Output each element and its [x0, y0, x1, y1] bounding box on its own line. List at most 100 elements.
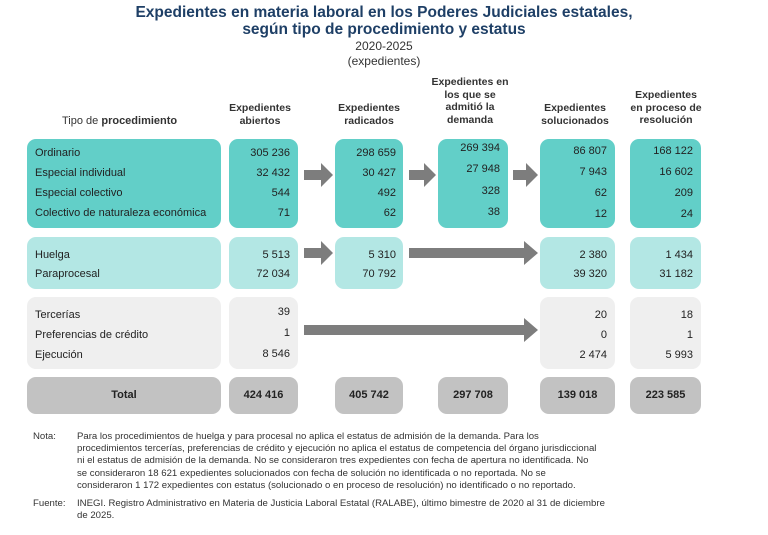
group1-admitio-block [438, 139, 508, 228]
row-label: Paraprocesal [35, 268, 100, 280]
cell-abiertos: 5 513 [262, 249, 290, 261]
row-label: Ejecución [35, 349, 83, 361]
nota-text: Para los procedimientos de huelga y para… [77, 431, 704, 492]
arrow-right-icon [304, 241, 333, 265]
cell-abiertos: 72 034 [256, 268, 290, 280]
nota-label: Nota: [33, 431, 56, 442]
row-label: Colectivo de naturaleza económica [35, 207, 207, 219]
group3-labels-block [27, 297, 221, 369]
col-header-admitio-line: Expedientes en [431, 76, 509, 88]
cell-admitio: 27 948 [466, 163, 500, 175]
fuente-line: INEGI. Registro Administrativo en Materi… [77, 498, 605, 509]
cell-abiertos: 71 [277, 207, 290, 219]
row-label: Tercerías [35, 309, 81, 321]
cell-abiertos: 32 432 [256, 167, 290, 179]
row-label: Ordinario [35, 147, 81, 159]
cell-solucionados: 62 [594, 187, 607, 199]
total-label: Total [111, 389, 137, 401]
cell-solucionados: 20 [594, 309, 607, 321]
cell-admitio: 328 [481, 185, 500, 197]
group1-labels-block [27, 139, 221, 228]
group2-labels-block [27, 237, 221, 289]
chart-title-line1: Expedientes en materia laboral en los Po… [135, 4, 633, 21]
col-header-solucionados-line: Expedientes [544, 102, 606, 114]
col-header-proceso-line: Expedientes [635, 89, 697, 101]
cell-admitio: 38 [487, 206, 500, 218]
col-header-admitio-line: los que se [444, 88, 496, 101]
total-radicados: 405 742 [349, 389, 389, 401]
col-header-radicados-line: Expedientes [338, 102, 400, 114]
cell-proceso: 31 182 [659, 268, 693, 280]
cell-proceso: 24 [680, 208, 693, 220]
col-header-abiertos: Expedientes abiertos [222, 102, 298, 127]
cell-radicados: 30 427 [362, 167, 396, 179]
total-radicados-block [335, 377, 403, 414]
cell-abiertos: 39 [277, 306, 290, 318]
cell-admitio: 269 394 [460, 142, 500, 154]
cell-proceso: 18 [680, 309, 693, 321]
cell-solucionados: 12 [594, 208, 607, 220]
cell-radicados: 70 792 [362, 268, 396, 280]
col-header-proceso-line: resolución [639, 114, 693, 126]
col-header-proceso-line: en proceso de [630, 101, 702, 114]
total-label-block [27, 377, 221, 414]
nota-line: Para los procedimientos de huelga y para… [77, 431, 539, 442]
total-abiertos: 424 416 [243, 389, 284, 401]
fuente-text: INEGI. Registro Administrativo en Materi… [77, 498, 704, 522]
cell-radicados: 5 310 [368, 249, 396, 261]
group2-solucionados-block [540, 237, 615, 289]
cell-radicados: 492 [377, 187, 396, 199]
group2-radicados-block [335, 237, 403, 289]
total-admitio: 297 708 [453, 389, 493, 401]
group1-radicados-block [335, 139, 403, 228]
arrow-right-icon [513, 163, 538, 187]
cell-proceso: 168 122 [653, 145, 693, 157]
group3-solucionados-block [540, 297, 615, 369]
cell-solucionados: 39 320 [573, 268, 607, 280]
total-abiertos-block [229, 377, 298, 414]
fuente-label: Fuente: [33, 498, 66, 509]
col-header-abiertos-line: Expedientes [229, 102, 291, 114]
arrow-right-icon [304, 163, 333, 187]
total-admitio-block [438, 377, 508, 414]
group1-abiertos-block [229, 139, 298, 228]
row-label: Especial individual [35, 167, 126, 179]
row-label: Preferencias de crédito [35, 329, 149, 341]
col-header-radicados-line: radicados [344, 114, 394, 127]
cell-proceso: 1 [686, 329, 693, 341]
col-header-solucionados-line: solucionados [541, 114, 609, 127]
cell-abiertos: 305 236 [250, 147, 290, 159]
total-proceso: 223 585 [645, 389, 686, 401]
units-label: (expedientes) [347, 54, 421, 68]
cell-abiertos: 8 546 [262, 348, 290, 360]
col-header-admitio: Expedientes en los que se admitió la dem… [428, 76, 512, 126]
nota-line: consideraron 1 172 expedientes con estat… [77, 479, 576, 491]
cell-solucionados: 0 [600, 329, 607, 341]
nota-line: procedimientos tercerías, preferencias d… [77, 443, 597, 455]
group1-solucionados-block [540, 139, 615, 228]
cell-abiertos: 1 [283, 327, 290, 339]
nota-line: se consideraron 18 621 expedientes soluc… [77, 467, 546, 479]
cell-solucionados: 2 474 [579, 349, 607, 361]
group3-proceso-block [630, 297, 701, 369]
cell-proceso: 5 993 [665, 349, 693, 361]
col-header-admitio-line: demanda [446, 113, 494, 126]
row-label: Especial colectivo [35, 187, 123, 199]
total-solucionados: 139 018 [557, 389, 598, 401]
cell-radicados: 298 659 [356, 147, 396, 159]
cell-proceso: 209 [674, 187, 693, 199]
group3-abiertos-block [229, 297, 298, 369]
total-solucionados-block [540, 377, 615, 414]
cell-solucionados: 7 943 [579, 166, 607, 178]
col-header-tipo: Tipo de procedimiento [62, 115, 177, 127]
total-proceso-block [630, 377, 701, 414]
arrow-right-icon [409, 241, 538, 265]
row-label: Huelga [35, 249, 70, 261]
col-header-solucionados: Expedientes solucionados [532, 102, 618, 127]
col-header-admitio-line: admitió la [445, 101, 495, 113]
col-header-abiertos-line: abiertos [239, 114, 281, 127]
cell-abiertos: 544 [271, 187, 290, 199]
cell-solucionados: 2 380 [579, 249, 607, 261]
cell-proceso: 16 602 [659, 166, 693, 178]
